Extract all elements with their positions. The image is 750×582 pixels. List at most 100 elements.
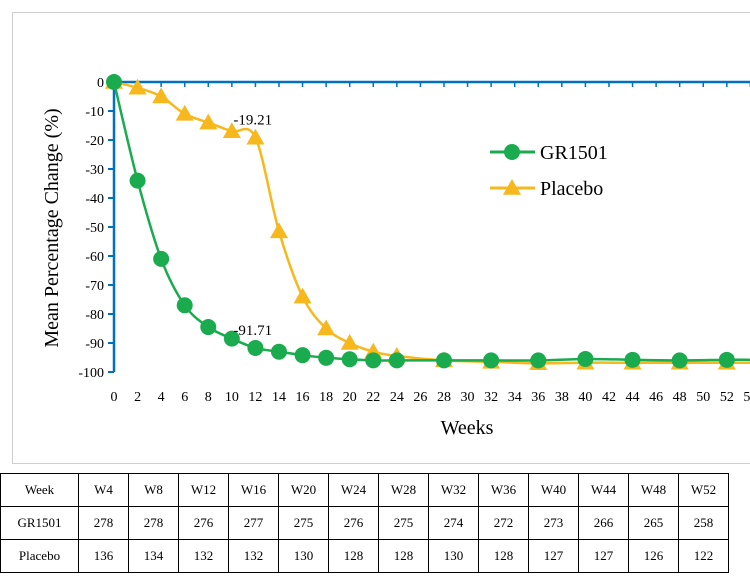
table-cell: 136	[78, 539, 129, 573]
y-tick-label: -70	[85, 279, 104, 294]
table-cell: 134	[128, 539, 179, 573]
gr1501-data-point	[247, 339, 264, 356]
x-tick-label: 8	[205, 390, 212, 405]
table-cell: W40	[528, 473, 579, 507]
gr1501-data-point	[671, 352, 688, 369]
x-tick-label: 38	[555, 390, 569, 405]
x-tick-label: 10	[225, 390, 239, 405]
gr1501-data-point	[577, 350, 594, 367]
x-tick-label: 30	[461, 390, 475, 405]
gr1501-data-point	[530, 352, 547, 369]
table-cell: 278	[128, 506, 179, 540]
gr1501-data-point	[318, 349, 335, 366]
table-row-label: Placebo	[0, 539, 79, 573]
y-tick-label: -20	[85, 134, 104, 149]
table-cell: 266	[578, 506, 629, 540]
placebo-data-point	[175, 104, 194, 121]
table-cell: W20	[278, 473, 329, 507]
x-tick-label: 54	[743, 390, 750, 405]
placebo-data-point	[269, 222, 288, 239]
x-tick-label: 44	[626, 390, 640, 405]
gr1501-data-point	[435, 352, 452, 369]
table-cell: 277	[228, 506, 279, 540]
table-cell: 127	[578, 539, 629, 573]
table-row-label: Week	[0, 473, 79, 507]
placebo-data-point	[222, 122, 241, 139]
participant-count-table: Week W4 W8 W12 W16 W20 W24 W28 W32 W36 W40 W44 W48 W5…	[0, 473, 729, 573]
table-cell: 122	[678, 539, 729, 573]
placebo-data-point	[246, 128, 265, 145]
table-cell: 276	[328, 506, 379, 540]
gr1501-data-point	[153, 250, 170, 267]
placebo-data-point	[152, 87, 171, 104]
table-cell: 276	[178, 506, 229, 540]
table-cell: W28	[378, 473, 429, 507]
table-cell: 274	[428, 506, 479, 540]
table-cell: 273	[528, 506, 579, 540]
x-tick-label: 16	[296, 390, 310, 405]
gr1501-data-point	[176, 297, 193, 314]
y-tick-label: -100	[78, 366, 104, 381]
x-tick-label: 2	[134, 390, 141, 405]
legend-gr1501-label: GR1501	[540, 142, 608, 164]
gr1501-data-point	[129, 172, 146, 189]
table-cell: W4	[78, 473, 129, 507]
legend-gr1501-marker	[504, 144, 520, 160]
table-cell: W52	[678, 473, 729, 507]
placebo-data-point	[199, 113, 218, 130]
placebo-data-point	[340, 334, 359, 350]
table-cell: W16	[228, 473, 279, 507]
y-tick-label: -30	[85, 163, 104, 178]
gr1501-data-point	[106, 74, 122, 90]
x-tick-label: 12	[248, 390, 262, 405]
table-cell: 130	[428, 539, 479, 573]
gr1501-data-point	[341, 351, 358, 368]
x-tick-label: 6	[181, 390, 188, 405]
x-tick-label: 18	[319, 390, 333, 405]
gr1501-data-point	[388, 352, 405, 369]
gr1501-data-point	[365, 352, 382, 369]
table-cell: W32	[428, 473, 479, 507]
x-tick-label: 46	[649, 390, 663, 405]
x-tick-label: 28	[437, 390, 451, 405]
y-tick-label: -10	[85, 105, 104, 120]
gr1501-data-point	[223, 330, 240, 347]
y-tick-label: -60	[85, 250, 104, 265]
y-tick-label: -80	[85, 308, 104, 323]
data-annotation: -91.71	[233, 323, 272, 339]
table-row: GR1501 278 278 276 277 275 276 275 274 272 273 266 2…	[0, 506, 729, 540]
x-tick-label: 36	[531, 390, 545, 405]
table-cell: 278	[78, 506, 129, 540]
y-axis-title: Mean Percentage Change (%)	[41, 108, 63, 347]
x-tick-label: 40	[578, 390, 592, 405]
chart-frame	[12, 12, 750, 464]
legend-placebo-label: Placebo	[540, 178, 603, 200]
gr1501-data-point	[200, 319, 217, 336]
y-tick-label: 0	[97, 76, 104, 91]
y-tick-label: -50	[85, 221, 104, 236]
x-tick-label: 0	[111, 390, 118, 405]
table-cell: 258	[678, 506, 729, 540]
x-tick-label: 22	[366, 390, 380, 405]
x-tick-label: 24	[390, 390, 404, 405]
gr1501-data-point	[270, 343, 287, 360]
table-cell: 128	[478, 539, 529, 573]
table-cell: W24	[328, 473, 379, 507]
x-tick-label: 20	[343, 390, 357, 405]
placebo-data-point	[293, 287, 312, 304]
placebo-data-point	[317, 319, 336, 336]
x-tick-label: 32	[484, 390, 498, 405]
data-annotation: -19.21	[233, 113, 272, 129]
table-cell: W12	[178, 473, 229, 507]
x-tick-label: 52	[720, 390, 734, 405]
table-cell: 127	[528, 539, 579, 573]
x-axis-title: Weeks	[441, 417, 494, 439]
table-cell: 272	[478, 506, 529, 540]
table-cell: 275	[278, 506, 329, 540]
table-row-label: GR1501	[0, 506, 79, 540]
y-tick-label: -90	[85, 337, 104, 352]
table-cell: 275	[378, 506, 429, 540]
x-tick-label: 48	[673, 390, 687, 405]
table-cell: 132	[228, 539, 279, 573]
